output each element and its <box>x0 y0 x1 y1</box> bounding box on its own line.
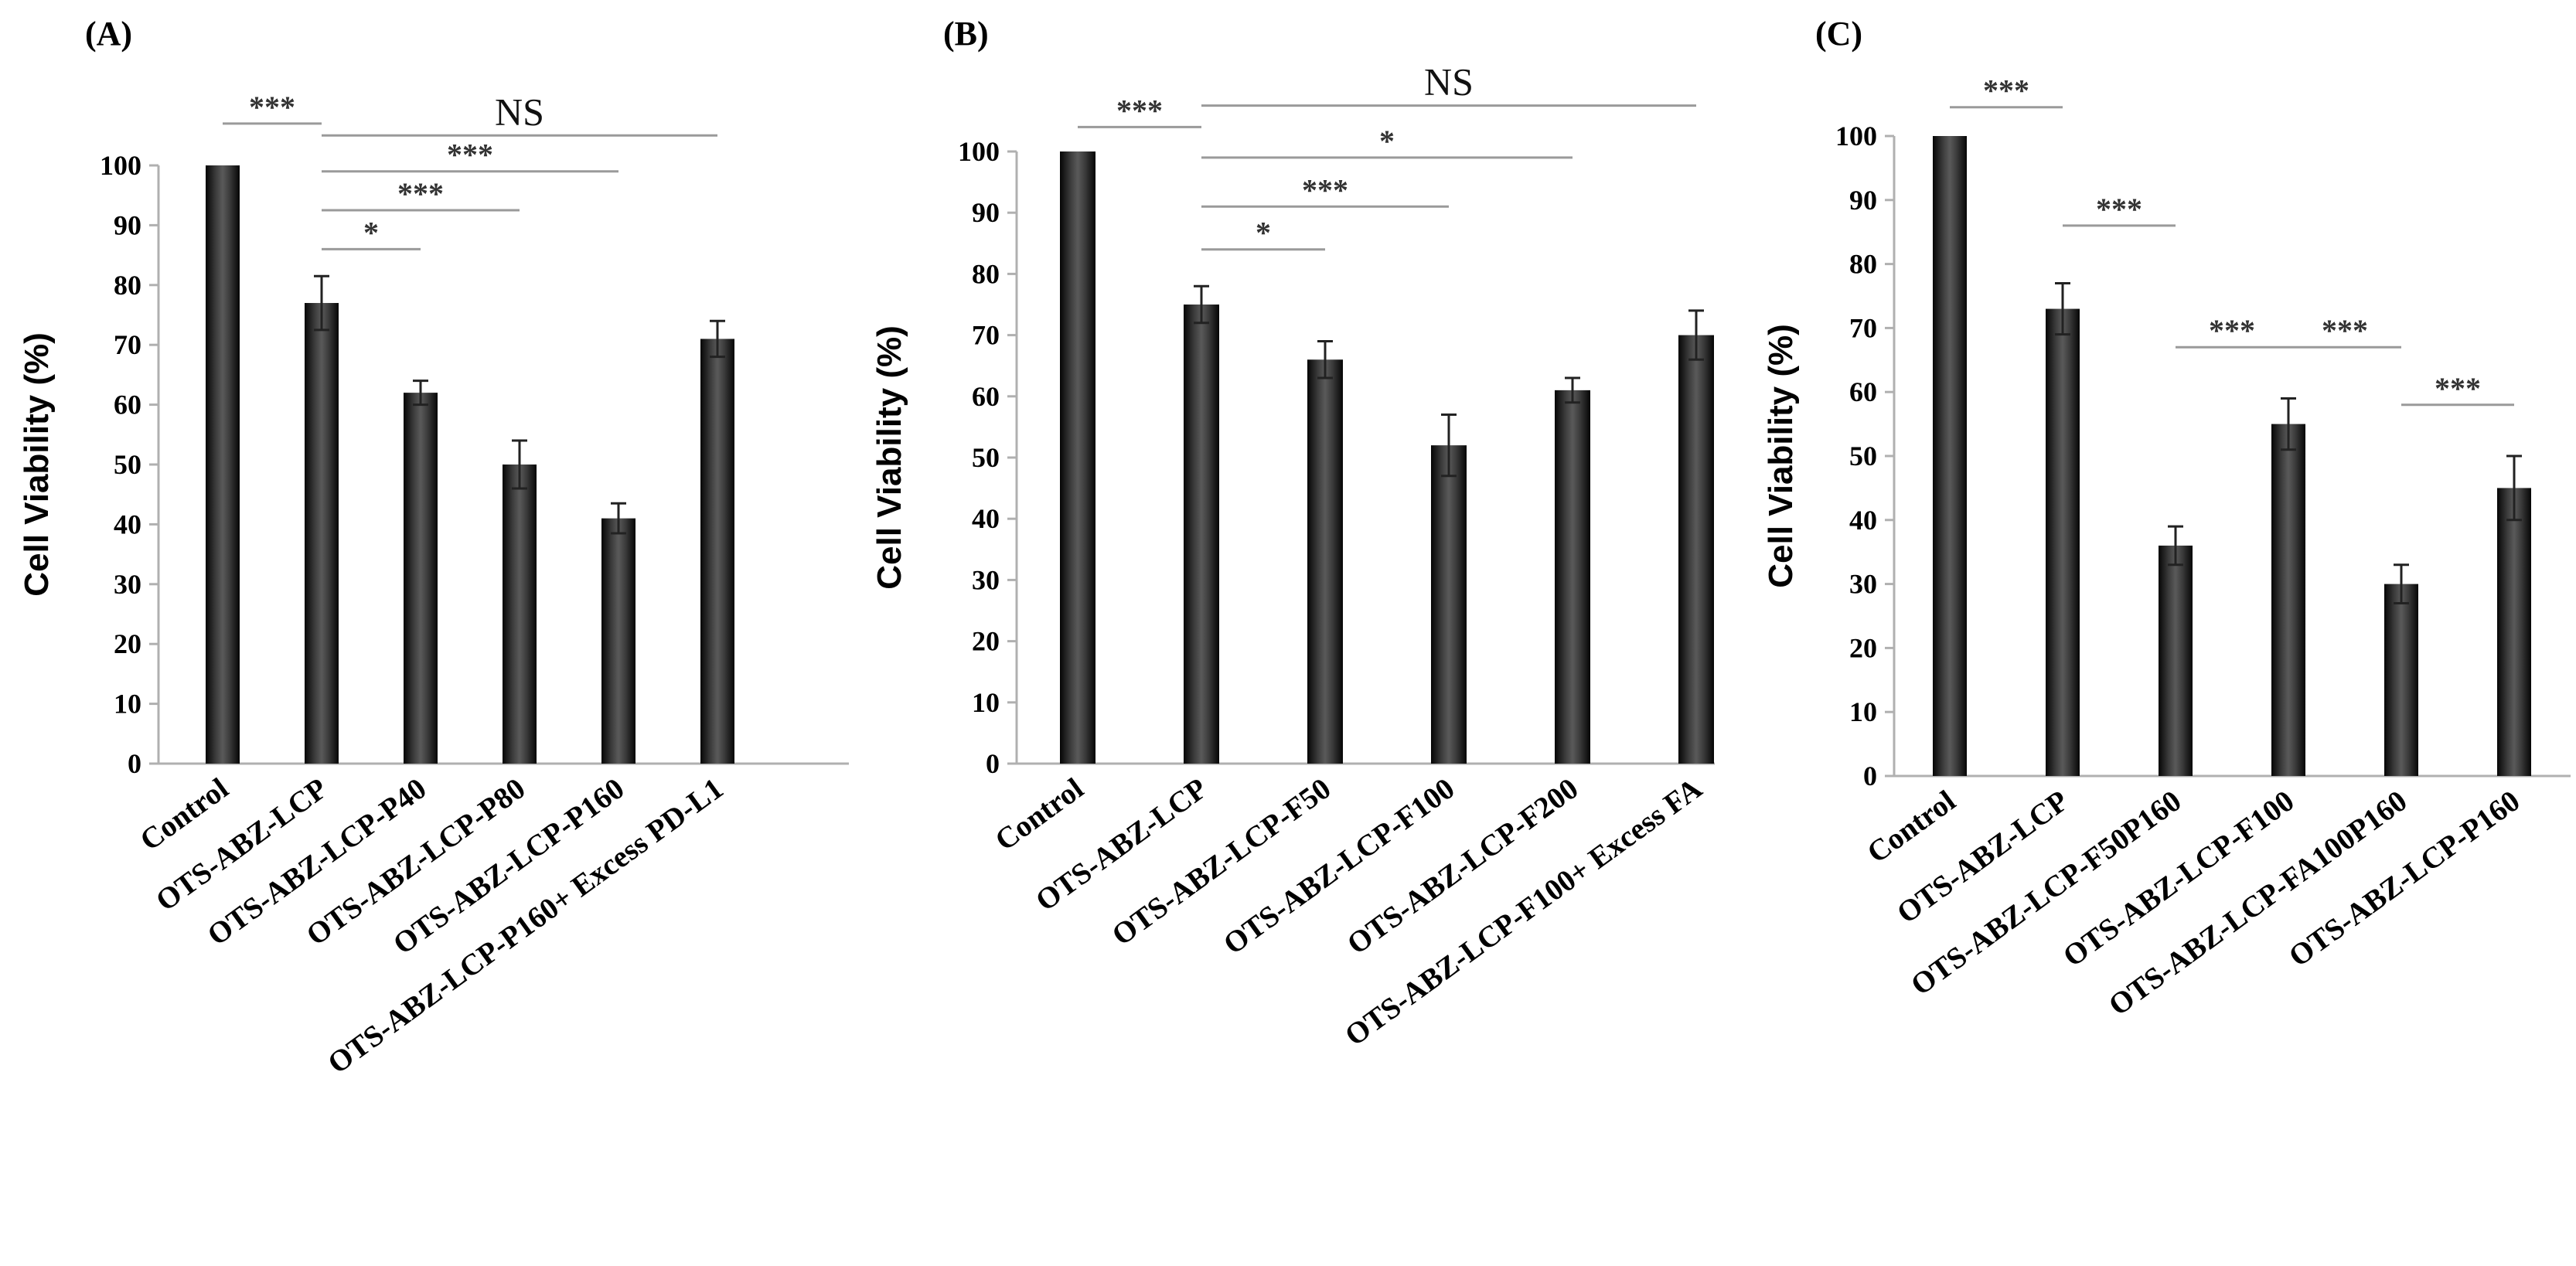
y-tick-label: 90 <box>114 209 141 240</box>
y-tick-label: 90 <box>972 197 1000 228</box>
y-tick-label: 0 <box>1863 761 1877 791</box>
panel-label: (C) <box>1815 15 1862 53</box>
y-tick-label: 30 <box>1849 569 1877 600</box>
chart-panel-1: (A) Cell Viability (%) 0 10 20 30 40 50 60 70 80 90… <box>18 15 849 1081</box>
bar <box>601 518 635 764</box>
significance-label: *** <box>2435 371 2481 406</box>
y-axis-label: Cell Viability (%) <box>18 332 56 597</box>
category-label: Control <box>989 771 1089 857</box>
bar <box>1431 445 1467 764</box>
category-label: OTS-ABZ-LCP-F50 <box>1106 771 1337 951</box>
y-tick-label: 40 <box>972 503 1000 534</box>
category-label: OTS-ABZ-LCP-F200 <box>1341 771 1585 961</box>
category-label: OTS-ABZ-LCP-F100 <box>1218 771 1461 961</box>
y-tick-label: 20 <box>1849 632 1877 663</box>
y-tick-label: 50 <box>1849 441 1877 471</box>
y-tick-label: 60 <box>972 381 1000 412</box>
y-tick-label: 0 <box>986 748 1000 779</box>
y-tick-label: 70 <box>1849 312 1877 343</box>
bar <box>2384 584 2418 776</box>
y-tick-label: 100 <box>958 136 1000 167</box>
y-tick-label: 100 <box>1835 121 1877 151</box>
bar <box>1555 390 1590 764</box>
bar <box>404 393 438 764</box>
bar <box>1307 359 1343 764</box>
y-tick-label: 30 <box>114 569 141 600</box>
y-tick-label: 10 <box>1849 696 1877 727</box>
y-tick-label: 60 <box>114 390 141 420</box>
significance-label: *** <box>2209 313 2255 348</box>
significance-label: *** <box>1302 172 1348 207</box>
y-tick-label: 60 <box>1849 376 1877 407</box>
y-tick-label: 10 <box>972 687 1000 718</box>
y-tick-label: 20 <box>972 626 1000 657</box>
y-tick-label: 80 <box>972 258 1000 289</box>
bar <box>206 165 240 764</box>
y-axis-label: Cell Viability (%) <box>871 325 908 590</box>
significance-label: *** <box>1983 73 2029 108</box>
y-tick-label: 80 <box>114 270 141 301</box>
bar <box>2497 488 2531 776</box>
significance-label: *** <box>397 176 444 211</box>
category-label: Control <box>1861 784 1961 870</box>
y-tick-label: 70 <box>972 320 1000 351</box>
significance-label: *** <box>2322 313 2368 348</box>
significance-label: * <box>1256 216 1271 250</box>
significance-label: *** <box>447 138 493 172</box>
y-tick-label: 40 <box>1849 505 1877 536</box>
y-tick-label: 30 <box>972 564 1000 595</box>
panel-label: (A) <box>85 15 132 53</box>
y-tick-label: 40 <box>114 509 141 539</box>
y-tick-label: 70 <box>114 329 141 360</box>
y-tick-label: 100 <box>100 150 141 181</box>
bar <box>2046 308 2080 776</box>
y-axis-label: Cell Viability (%) <box>1762 324 1800 588</box>
y-tick-label: 50 <box>972 442 1000 473</box>
significance-label: *** <box>2096 192 2142 226</box>
chart-panel-2: (B) Cell Viability (%) 0 10 20 30 40 50 60 70 80 90… <box>871 15 1715 1053</box>
bar <box>2159 545 2193 776</box>
y-tick-label: 90 <box>1849 185 1877 216</box>
bar <box>700 339 734 764</box>
significance-label: NS <box>495 90 544 133</box>
significance-label: *** <box>249 90 295 124</box>
y-tick-label: 20 <box>114 628 141 659</box>
panel-label: (B) <box>943 15 989 53</box>
significance-label: * <box>363 215 379 250</box>
y-tick-label: 0 <box>128 748 141 779</box>
bar <box>1060 151 1095 764</box>
significance-label: * <box>1379 124 1395 158</box>
bar <box>503 465 537 764</box>
y-tick-label: 50 <box>114 449 141 480</box>
bar <box>2271 424 2305 776</box>
chart-panel-3: (C) Cell Viability (%) 0 10 20 30 40 50 60 70 80 90… <box>1762 15 2571 1023</box>
bar <box>1184 305 1219 764</box>
y-tick-label: 10 <box>114 689 141 720</box>
y-tick-label: 80 <box>1849 249 1877 280</box>
bar <box>1933 136 1967 776</box>
bar <box>305 303 339 764</box>
significance-label: *** <box>1116 93 1163 128</box>
bar <box>1678 335 1714 764</box>
significance-label: NS <box>1424 60 1474 104</box>
